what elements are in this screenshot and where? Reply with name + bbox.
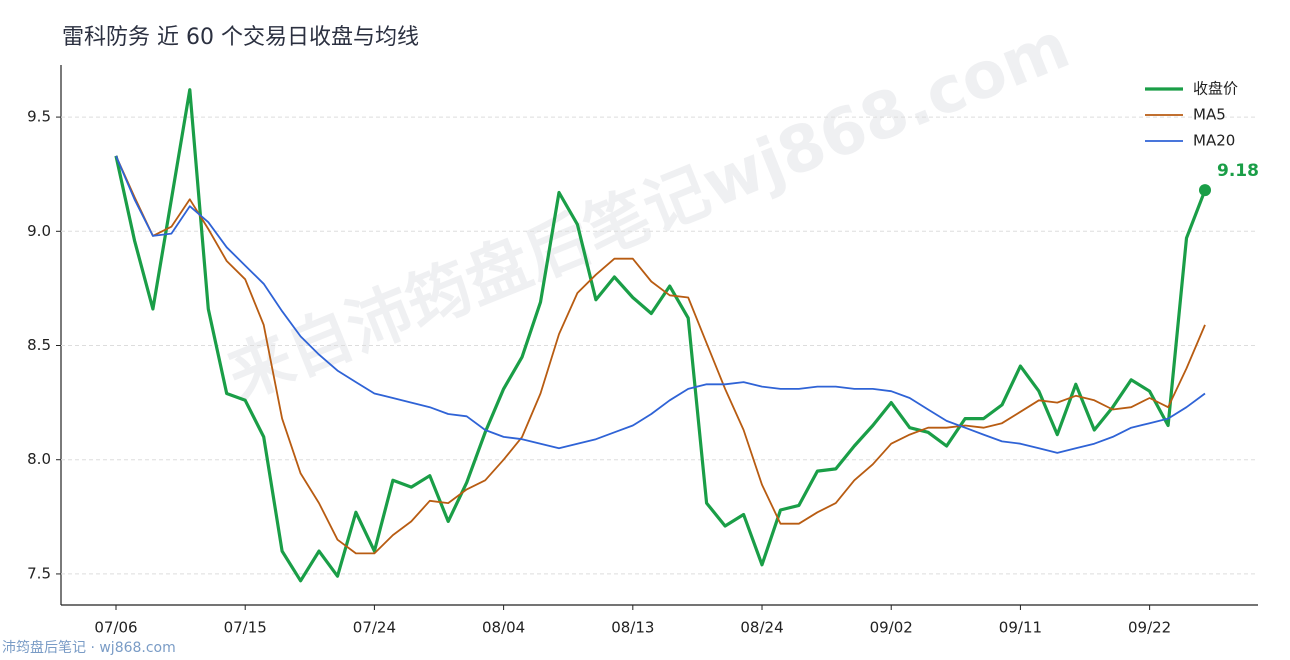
y-tick-label: 7.5 [27,564,51,582]
footer: 沛筠盘后笔记 · wj868.com [2,639,176,656]
x-tick-label: 09/02 [870,619,913,637]
legend-label: MA5 [1193,106,1226,124]
last-value-label: 9.18 [1217,161,1259,181]
y-tick-label: 8.0 [27,450,51,468]
series-line [115,155,1206,555]
y-tick-label: 9.0 [27,222,51,240]
y-tick-label: 9.5 [27,108,51,126]
x-tick-label: 08/13 [611,619,654,637]
x-tick-label: 09/22 [1128,619,1171,637]
x-tick-label: 07/15 [224,619,267,637]
x-tick-label: 08/24 [740,619,783,637]
series-line [115,155,1206,454]
series-line [114,88,1207,583]
y-tick-label: 8.5 [27,336,51,354]
watermark: 来自沛筠盘后笔记wj868.com [218,9,1080,415]
x-tick-label: 07/06 [94,619,137,637]
chart-title: 雷科防务 近 60 个交易日收盘与均线 [62,25,419,50]
legend-label: 收盘价 [1193,80,1238,98]
x-tick-label: 07/24 [353,619,396,637]
x-tick-label: 09/11 [999,619,1042,637]
x-tick-label: 08/04 [482,619,525,637]
last-point [1199,184,1211,197]
legend-label: MA20 [1193,132,1235,150]
